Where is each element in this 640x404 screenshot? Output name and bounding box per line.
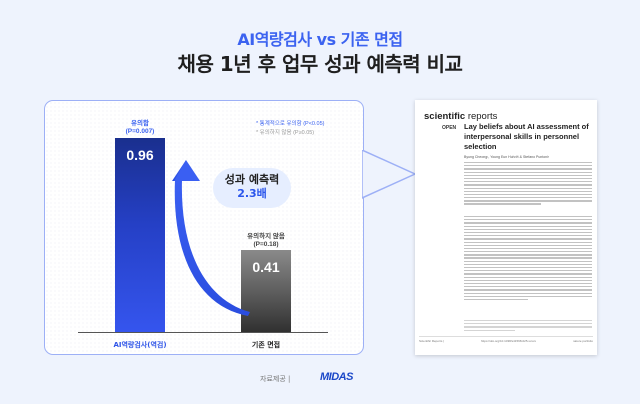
- source-credit: 자료제공 |: [260, 375, 291, 383]
- subtitle: AI역량검사 vs 기존 면접: [237, 30, 403, 49]
- callout-pointer: [362, 150, 417, 199]
- affiliations-text: [464, 320, 592, 333]
- x-label-interview: 기존 면접: [251, 341, 281, 349]
- x-label-ai: AI역량검사(역검): [113, 341, 167, 349]
- bar-interview: 0.41: [241, 250, 291, 332]
- journal-name: scientific reports: [424, 111, 498, 122]
- chart-card: [44, 100, 364, 355]
- prediction-ratio-pill: 성과 예측력 2.3배: [213, 168, 291, 208]
- body-text: [464, 216, 592, 302]
- bar-ai: 0.96: [115, 138, 165, 332]
- significance-label-interview: 유의하지 않음 (P=0.18): [247, 233, 285, 248]
- bar-value-interview: 0.41: [252, 259, 280, 275]
- paper-preview: scientific reports OPEN Lay beliefs abou…: [415, 100, 597, 355]
- legend: * 통계적으로 유의함 (P<0.05) * 유의하지 않음 (P≥0.05): [256, 120, 324, 138]
- paper-footer: Scientific Reports | https://doi.org/10.…: [419, 336, 593, 344]
- x-axis: [78, 332, 328, 333]
- page-title: 채용 1년 후 업무 성과 예측력 비교: [177, 52, 463, 76]
- legend-significant: * 통계적으로 유의함 (P<0.05): [256, 121, 325, 127]
- paper-title: Lay beliefs about AI assessment of inter…: [464, 122, 589, 151]
- open-access-label: OPEN: [442, 125, 457, 131]
- bar-value-ai: 0.96: [126, 147, 154, 163]
- significance-label-ai: 유의함 (P=0.007): [125, 120, 155, 135]
- paper-authors: Byung Cheong¹, Young Eun Huh²✉ & Stefano…: [464, 155, 550, 159]
- legend-not-significant: * 유의하지 않음 (P≥0.05): [256, 130, 315, 136]
- midas-logo: MIDAS: [320, 371, 353, 383]
- abstract-text: [464, 162, 592, 207]
